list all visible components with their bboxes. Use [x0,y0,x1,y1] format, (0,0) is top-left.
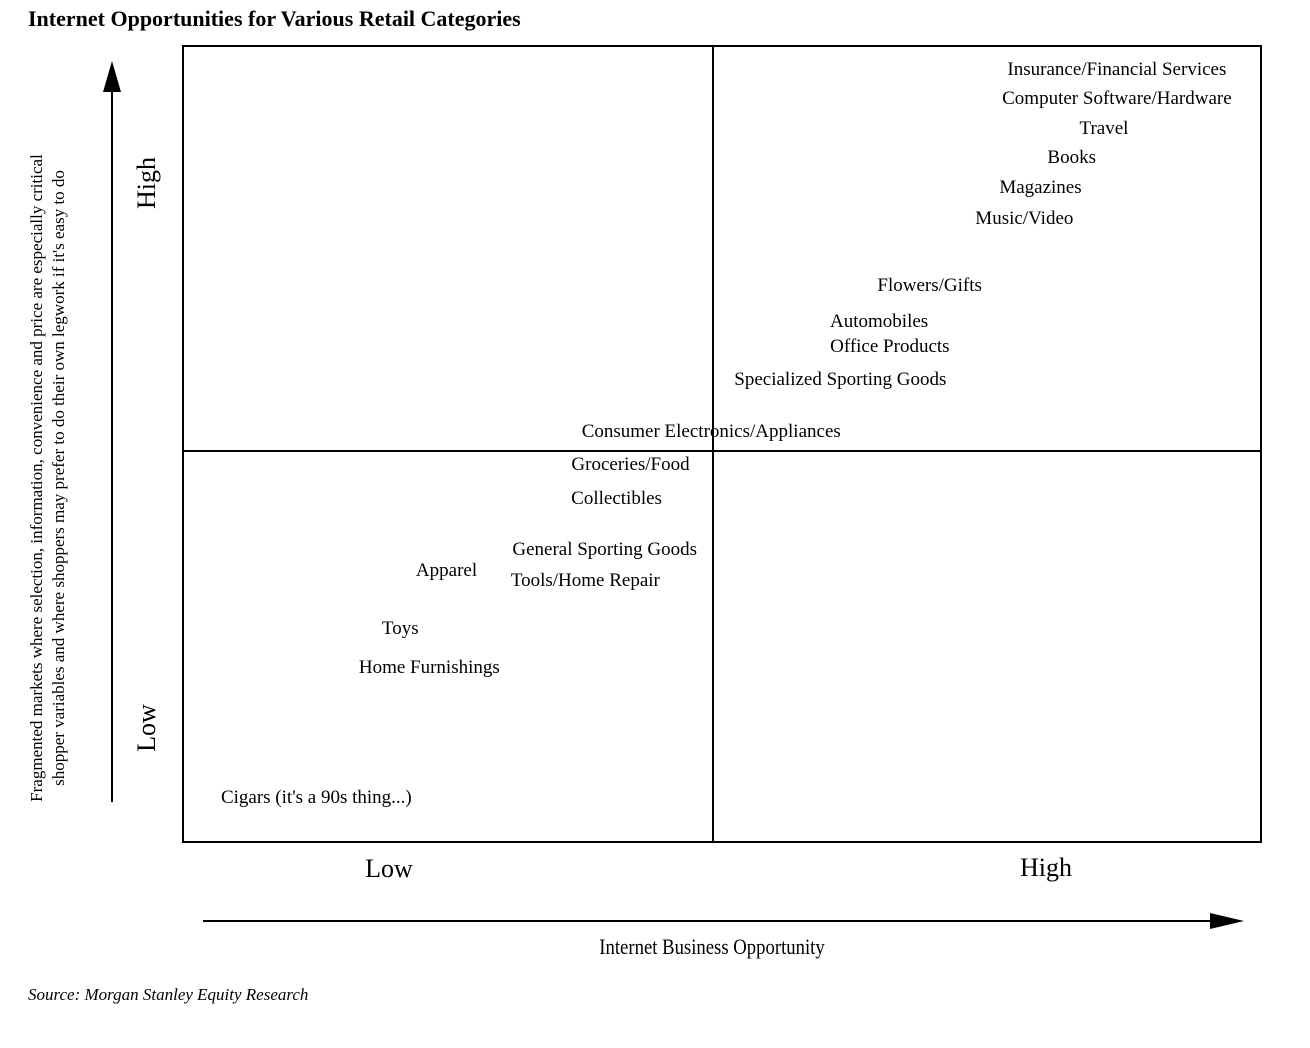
category-label: Apparel [415,560,478,582]
y-axis-caption-line2: shopper variables and where shoppers may… [49,170,68,786]
category-label: Flowers/Gifts [877,274,982,296]
quadrant-divider-vertical [712,47,714,841]
plot-points: Insurance/Financial Services Computer Sof… [184,47,1260,841]
category-label: Home Furnishings [358,656,500,678]
category-label: Groceries/Food [571,453,690,475]
category-label: Travel [1079,117,1129,139]
category-label: Automobiles [830,310,929,332]
source-note: Source: Morgan Stanley Equity Research [28,985,309,1004]
x-tick-low: Low [365,854,413,883]
category-label: Consumer Electronics/Appliances [581,421,841,443]
category-label: Insurance/Financial Services [1007,59,1227,81]
category-label: Collectibles [571,487,662,509]
x-tick-high: High [1020,853,1072,882]
x-axis-arrow-line [203,920,1211,922]
x-axis-caption: Internet Business Opportunity [599,934,825,959]
category-label: Toys [381,618,419,639]
up-arrowhead-icon [103,61,121,92]
category-label: Music/Video [975,208,1074,230]
category-label: Computer Software/Hardware [1002,88,1232,110]
category-label: Specialized Sporting Goods [734,369,947,391]
category-label: Magazines [999,177,1082,199]
category-label: Books [1047,147,1096,169]
category-label: Office Products [830,336,950,358]
right-arrowhead-icon [1210,913,1244,929]
y-axis-caption: Fragmented markets where selection, info… [26,72,70,884]
y-axis-arrow-line [111,88,113,802]
plot-box: Insurance/Financial Services Computer Sof… [182,45,1262,843]
quadrant-divider-horizontal [184,450,1260,452]
y-tick-high: High [132,157,161,209]
page-title: Internet Opportunities for Various Retai… [28,6,521,31]
y-axis-caption-line1: Fragmented markets where selection, info… [27,154,46,802]
category-label: Tools/Home Repair [510,569,660,591]
y-tick-low: Low [132,704,161,752]
category-label: General Sporting Goods [512,538,698,560]
category-label: Cigars (it's a 90s thing...) [220,787,412,809]
